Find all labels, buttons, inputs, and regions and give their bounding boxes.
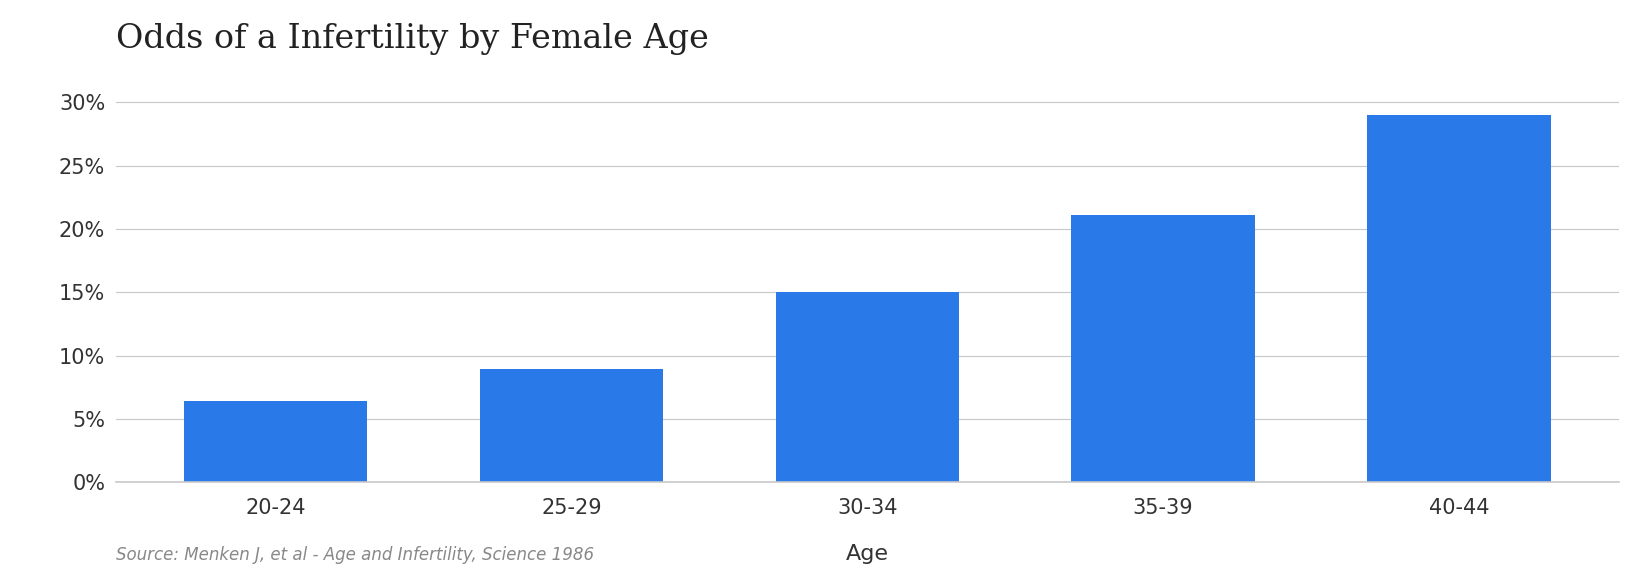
- Bar: [1368, 115, 1551, 482]
- Bar: [1072, 215, 1256, 482]
- Text: Odds of a Infertility by Female Age: Odds of a Infertility by Female Age: [116, 24, 709, 55]
- Text: Source: Menken J, et al - Age and Infertility, Science 1986: Source: Menken J, et al - Age and Infert…: [116, 546, 593, 564]
- Text: Age: Age: [846, 544, 889, 564]
- Bar: [775, 292, 960, 482]
- Bar: [479, 369, 662, 482]
- Bar: [183, 401, 367, 482]
